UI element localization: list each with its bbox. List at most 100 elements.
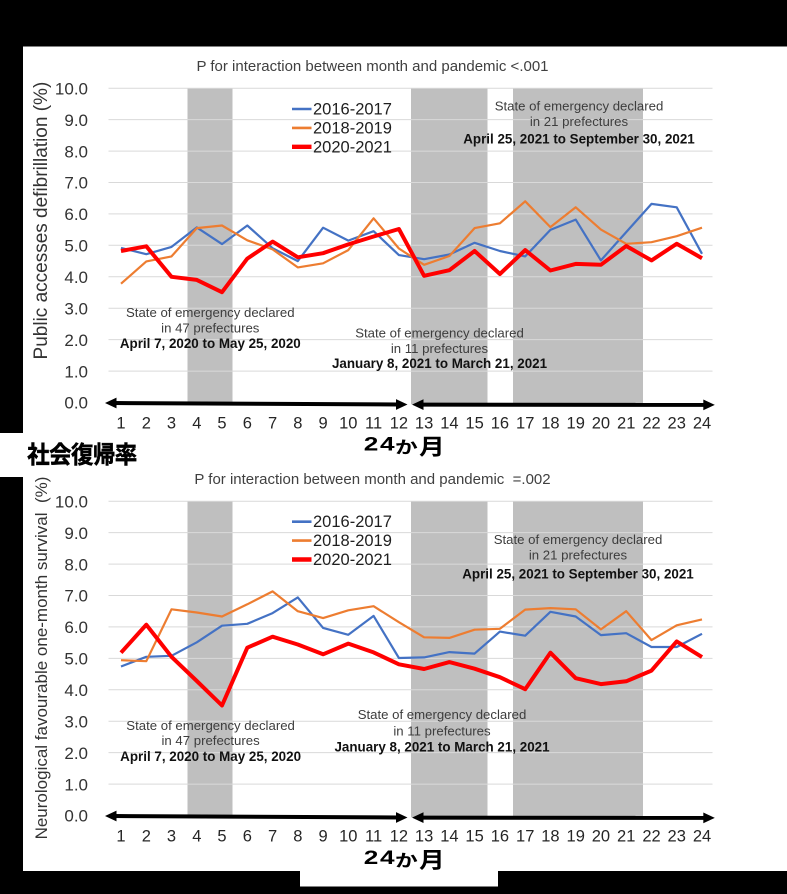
svg-text:Public accesses defibrillation: Public accesses defibrillation (%) (31, 82, 52, 360)
svg-text:State of emergency declared: State of emergency declared (358, 707, 527, 722)
svg-text:2: 2 (364, 846, 379, 868)
svg-text:14: 14 (440, 415, 458, 433)
svg-text:22: 22 (642, 415, 660, 433)
svg-text:4.0: 4.0 (64, 268, 88, 287)
svg-text:3: 3 (167, 828, 176, 846)
svg-text:4: 4 (380, 846, 395, 868)
svg-text:19: 19 (567, 415, 585, 433)
svg-text:9.0: 9.0 (64, 524, 88, 543)
svg-text:7.0: 7.0 (64, 174, 88, 193)
svg-text:P for interaction between mont: P for interaction between month and pand… (194, 471, 550, 488)
svg-text:1: 1 (116, 828, 125, 846)
svg-text:April 7, 2020 to May 25, 2020: April 7, 2020 to May 25, 2020 (120, 749, 301, 764)
svg-text:2016-2017: 2016-2017 (313, 513, 392, 531)
svg-text:6: 6 (243, 415, 252, 433)
svg-text:2016-2017: 2016-2017 (313, 101, 392, 119)
svg-text:20: 20 (592, 415, 610, 433)
svg-text:21: 21 (617, 828, 635, 846)
svg-text:19: 19 (567, 828, 585, 846)
svg-text:7: 7 (268, 828, 277, 846)
svg-text:10.0: 10.0 (55, 79, 88, 98)
svg-text:2: 2 (142, 828, 151, 846)
svg-text:in 21 prefectures: in 21 prefectures (529, 548, 628, 563)
svg-text:in 11 prefectures: in 11 prefectures (391, 341, 489, 356)
svg-text:0.0: 0.0 (64, 807, 88, 826)
svg-text:5.0: 5.0 (64, 650, 88, 669)
svg-text:13: 13 (415, 828, 433, 846)
svg-text:9: 9 (319, 415, 328, 433)
svg-text:0.0: 0.0 (64, 394, 88, 413)
svg-text:4: 4 (192, 828, 201, 846)
svg-text:21: 21 (617, 415, 635, 433)
svg-text:1.0: 1.0 (64, 362, 88, 381)
svg-text:2018-2019: 2018-2019 (313, 119, 392, 137)
svg-text:State of emergency declared: State of emergency declared (126, 305, 295, 320)
svg-text:5: 5 (217, 415, 226, 433)
svg-text:2018-2019: 2018-2019 (313, 532, 392, 550)
svg-text:24: 24 (693, 415, 711, 433)
svg-text:11: 11 (365, 828, 382, 846)
svg-text:16: 16 (491, 415, 509, 433)
svg-text:in 11 prefectures: in 11 prefectures (393, 724, 491, 739)
svg-text:12: 12 (390, 415, 408, 433)
svg-text:24: 24 (693, 828, 711, 846)
svg-text:in 47 prefectures: in 47 prefectures (161, 733, 260, 748)
svg-text:7.0: 7.0 (64, 587, 88, 606)
svg-text:5: 5 (217, 828, 226, 846)
svg-text:4: 4 (192, 415, 201, 433)
svg-text:5.0: 5.0 (64, 237, 88, 256)
svg-text:15: 15 (465, 828, 483, 846)
svg-text:4: 4 (380, 433, 395, 455)
svg-text:State of emergency declared: State of emergency declared (495, 99, 664, 114)
svg-text:State of emergency declared: State of emergency declared (494, 532, 663, 547)
svg-text:3.0: 3.0 (64, 712, 88, 731)
svg-text:8: 8 (293, 415, 302, 433)
svg-text:10.0: 10.0 (55, 492, 88, 511)
svg-text:in 21 prefectures: in 21 prefectures (530, 114, 629, 129)
svg-text:8.0: 8.0 (64, 555, 88, 574)
svg-text:8.0: 8.0 (64, 142, 88, 161)
svg-text:January 8, 2021 to March 21, 2: January 8, 2021 to March 21, 2021 (332, 356, 548, 371)
svg-text:P for interaction between mont: P for interaction between month and pand… (196, 58, 548, 75)
svg-text:13: 13 (415, 415, 433, 433)
svg-text:16: 16 (491, 828, 509, 846)
svg-text:3.0: 3.0 (64, 299, 88, 318)
svg-text:15: 15 (465, 415, 483, 433)
svg-text:18: 18 (541, 415, 559, 433)
svg-text:22: 22 (642, 828, 660, 846)
svg-text:17: 17 (516, 415, 534, 433)
svg-text:in 47 prefectures: in 47 prefectures (161, 321, 260, 336)
svg-text:4.0: 4.0 (64, 681, 88, 700)
svg-text:2.0: 2.0 (64, 331, 88, 350)
svg-text:8: 8 (293, 828, 302, 846)
svg-text:April 7, 2020 to May 25, 2020: April 7, 2020 to May 25, 2020 (120, 336, 301, 351)
svg-text:1: 1 (116, 415, 125, 433)
svg-text:9.0: 9.0 (64, 111, 88, 130)
svg-text:10: 10 (339, 828, 357, 846)
svg-text:20: 20 (592, 828, 610, 846)
svg-text:January 8, 2021 to March 21, 2: January 8, 2021 to March 21, 2021 (334, 740, 550, 755)
svg-text:State of emergency declared: State of emergency declared (355, 325, 524, 340)
svg-text:6: 6 (243, 828, 252, 846)
svg-text:14: 14 (440, 828, 458, 846)
svg-text:2: 2 (142, 415, 151, 433)
svg-text:3: 3 (167, 415, 176, 433)
svg-text:2020-2021: 2020-2021 (313, 551, 392, 569)
svg-text:18: 18 (541, 828, 559, 846)
svg-text:17: 17 (516, 828, 534, 846)
svg-text:9: 9 (319, 828, 328, 846)
svg-text:23: 23 (668, 415, 686, 433)
svg-text:State of emergency declared: State of emergency declared (126, 718, 295, 733)
svg-text:2.0: 2.0 (64, 744, 88, 763)
svg-text:1.0: 1.0 (64, 775, 88, 794)
svg-text:6.0: 6.0 (64, 205, 88, 224)
svg-text:April 25, 2021 to September 30: April 25, 2021 to September 30, 2021 (463, 132, 695, 147)
svg-text:6.0: 6.0 (64, 618, 88, 637)
svg-text:23: 23 (668, 828, 686, 846)
svg-text:April 25, 2021 to September 30: April 25, 2021 to September 30, 2021 (462, 567, 694, 582)
svg-text:12: 12 (390, 828, 408, 846)
svg-text:2020-2021: 2020-2021 (313, 138, 392, 156)
svg-text:10: 10 (339, 415, 357, 433)
svg-text:7: 7 (268, 415, 277, 433)
svg-text:Neurological favourable one-mo: Neurological favourable one-month surviv… (32, 477, 51, 840)
